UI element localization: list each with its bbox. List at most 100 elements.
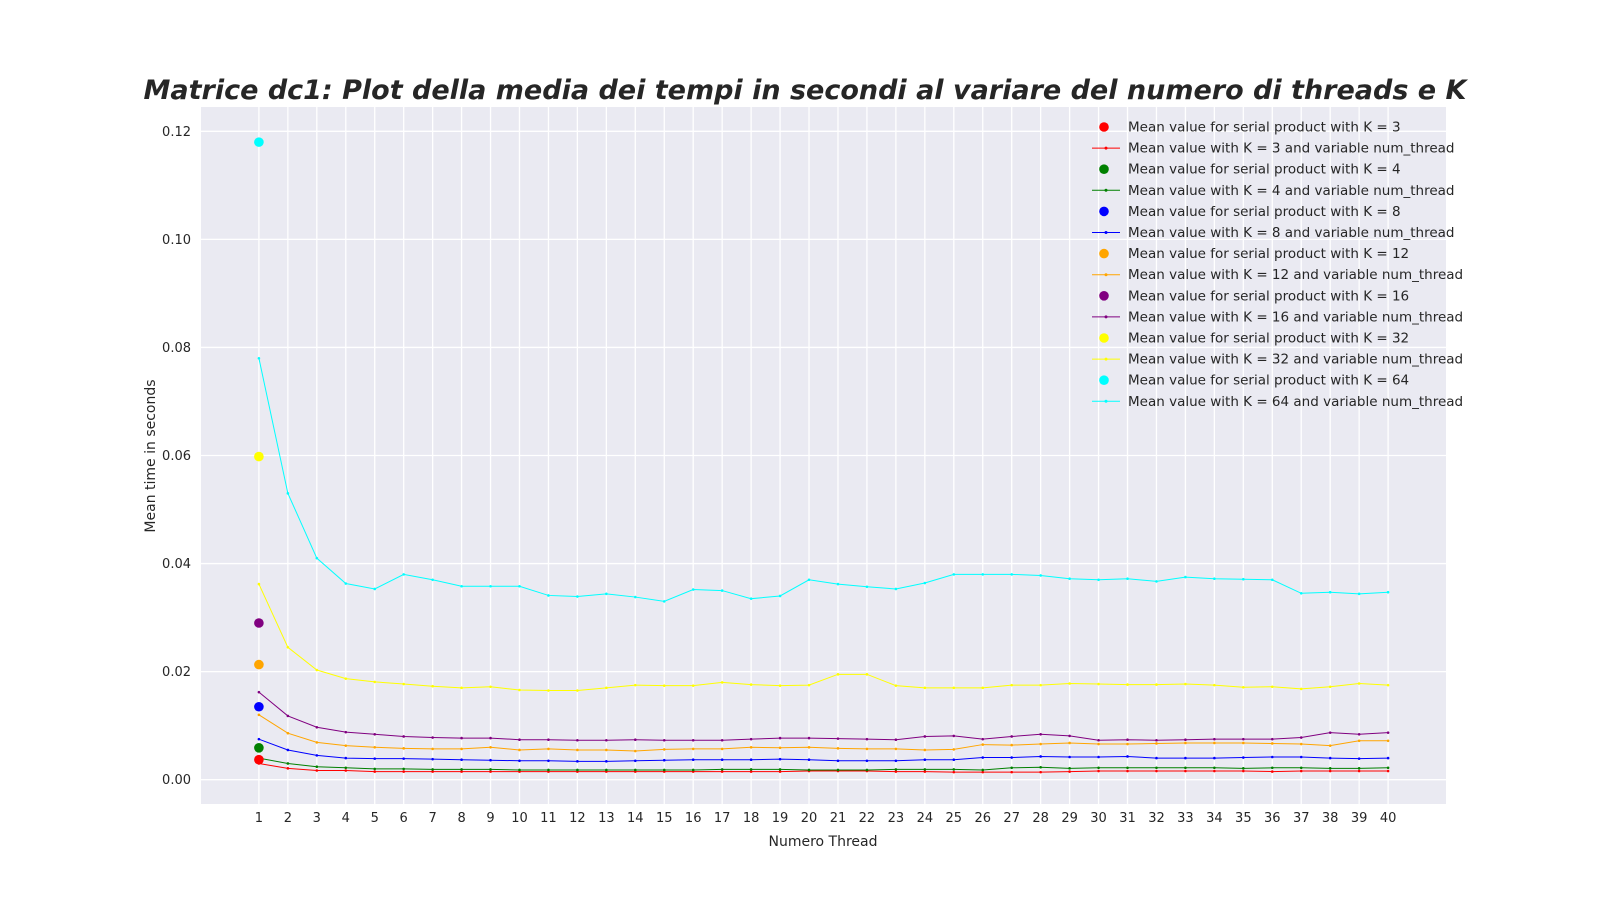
series-point-k12 <box>1126 742 1129 746</box>
series-point-k16 <box>1357 733 1361 736</box>
series-point-k16 <box>720 738 724 742</box>
series-point-k32 <box>257 582 261 586</box>
legend-label: Mean value with K = 4 and variable num_t… <box>1128 183 1455 199</box>
legend-entry-serial-k8: Mean value for serial product with K = 8 <box>1099 204 1401 220</box>
series-point-k8 <box>344 756 348 760</box>
x-tick-label: 29 <box>1061 811 1078 826</box>
legend-label: Mean value for serial product with K = 1… <box>1128 288 1409 304</box>
series-point-k32 <box>489 685 492 689</box>
x-tick-label: 10 <box>511 811 528 826</box>
legend-label: Mean value for serial product with K = 6… <box>1128 373 1409 389</box>
series-point-k32 <box>286 646 290 649</box>
x-tick-label: 13 <box>598 811 615 826</box>
series-point-k12 <box>1357 739 1361 743</box>
series-point-k64 <box>1039 574 1042 577</box>
series-point-k16 <box>1068 734 1071 738</box>
series-point-k12 <box>1155 742 1158 745</box>
series-point-k16 <box>1299 736 1303 739</box>
series-point-k4 <box>1213 766 1216 770</box>
series-point-k32 <box>460 686 463 690</box>
series-point-k3 <box>373 770 377 773</box>
series-point-k8 <box>1357 757 1361 760</box>
y-tick-label: 0.02 <box>162 665 191 680</box>
series-point-k12 <box>1184 741 1187 745</box>
series-point-k12 <box>1213 741 1216 745</box>
x-tick-label: 32 <box>1148 811 1165 826</box>
legend-marker <box>1099 291 1109 301</box>
series-point-k12 <box>518 748 521 752</box>
legend-label: Mean value for serial product with K = 8 <box>1128 204 1401 220</box>
series-point-k8 <box>576 760 579 763</box>
series-point-k64 <box>315 556 319 560</box>
legend-entry-line-k4: Mean value with K = 4 and variable num_t… <box>1092 183 1455 199</box>
series-point-k8 <box>923 758 927 761</box>
series-point-k12 <box>662 748 666 751</box>
series-point-k4 <box>1270 766 1274 770</box>
series-point-k64 <box>1386 590 1390 594</box>
series-point-k4 <box>373 767 377 771</box>
series-point-k3 <box>1126 769 1129 773</box>
series-point-k4 <box>923 768 927 771</box>
series-point-k3 <box>1357 769 1361 773</box>
series-point-k12 <box>634 749 637 753</box>
series-point-k3 <box>431 770 434 773</box>
legend-entry-line-k8: Mean value with K = 8 and variable num_t… <box>1092 225 1455 241</box>
series-k8 <box>257 737 1390 763</box>
series-point-k64 <box>634 595 637 599</box>
series-point-k4 <box>402 767 405 771</box>
series-point-k64 <box>489 584 492 588</box>
series-point-k3 <box>1386 769 1390 773</box>
series-point-k3 <box>923 770 927 773</box>
series-point-k12 <box>836 747 840 750</box>
series-point-k12 <box>373 745 377 749</box>
series-point-k8 <box>1386 756 1390 760</box>
series-line-k8 <box>258 738 1389 762</box>
serial-point-k32 <box>254 451 264 462</box>
legend-marker <box>1104 399 1108 403</box>
series-point-k16 <box>634 738 637 742</box>
series-point-k8 <box>662 758 666 762</box>
serial-points <box>254 137 264 765</box>
series-point-k16 <box>749 737 753 741</box>
x-tick-label: 2 <box>284 811 292 826</box>
series-point-k3 <box>1328 769 1332 773</box>
x-axis-label: Numero Thread <box>768 834 877 850</box>
series-point-k4 <box>547 768 550 772</box>
series-point-k3 <box>720 770 724 773</box>
series-point-k32 <box>1242 685 1245 689</box>
x-tick-label: 22 <box>859 811 876 826</box>
series-point-k4 <box>778 768 782 771</box>
series-point-k8 <box>778 757 782 761</box>
series-point-k4 <box>1299 766 1303 770</box>
y-tick-label: 0.00 <box>162 773 191 788</box>
series-point-k64 <box>1097 578 1100 582</box>
y-tick-labels: 0.00 0.02 0.04 0.06 0.08 0.10 0.12 <box>162 125 191 788</box>
x-tick-label: 25 <box>946 811 963 826</box>
series-point-k32 <box>1155 683 1158 686</box>
series-point-k8 <box>1299 755 1303 759</box>
series-point-k64 <box>576 595 579 598</box>
series-point-k32 <box>923 686 927 690</box>
series-point-k4 <box>691 768 695 772</box>
series-point-k12 <box>865 747 869 751</box>
series-line-k3 <box>258 762 1389 773</box>
series-point-k3 <box>315 769 319 772</box>
legend-entry-line-k12: Mean value with K = 12 and variable num_… <box>1092 267 1463 283</box>
series-point-k32 <box>1357 682 1361 685</box>
series-point-k32 <box>1010 683 1013 687</box>
series-point-k64 <box>257 356 261 360</box>
series-point-k12 <box>981 743 985 746</box>
series-point-k12 <box>460 747 463 751</box>
x-tick-label: 19 <box>772 811 789 826</box>
series-point-k8 <box>1328 756 1332 760</box>
series-point-k12 <box>1068 741 1071 745</box>
serial-point-k12 <box>254 659 264 670</box>
series-point-k12 <box>1270 742 1274 745</box>
series-point-k16 <box>778 736 782 740</box>
x-tick-label: 8 <box>457 811 465 826</box>
x-tick-label: 39 <box>1351 811 1368 826</box>
series-point-k3 <box>1242 769 1245 773</box>
series-k12 <box>257 713 1390 753</box>
y-tick-label: 0.08 <box>162 341 191 356</box>
